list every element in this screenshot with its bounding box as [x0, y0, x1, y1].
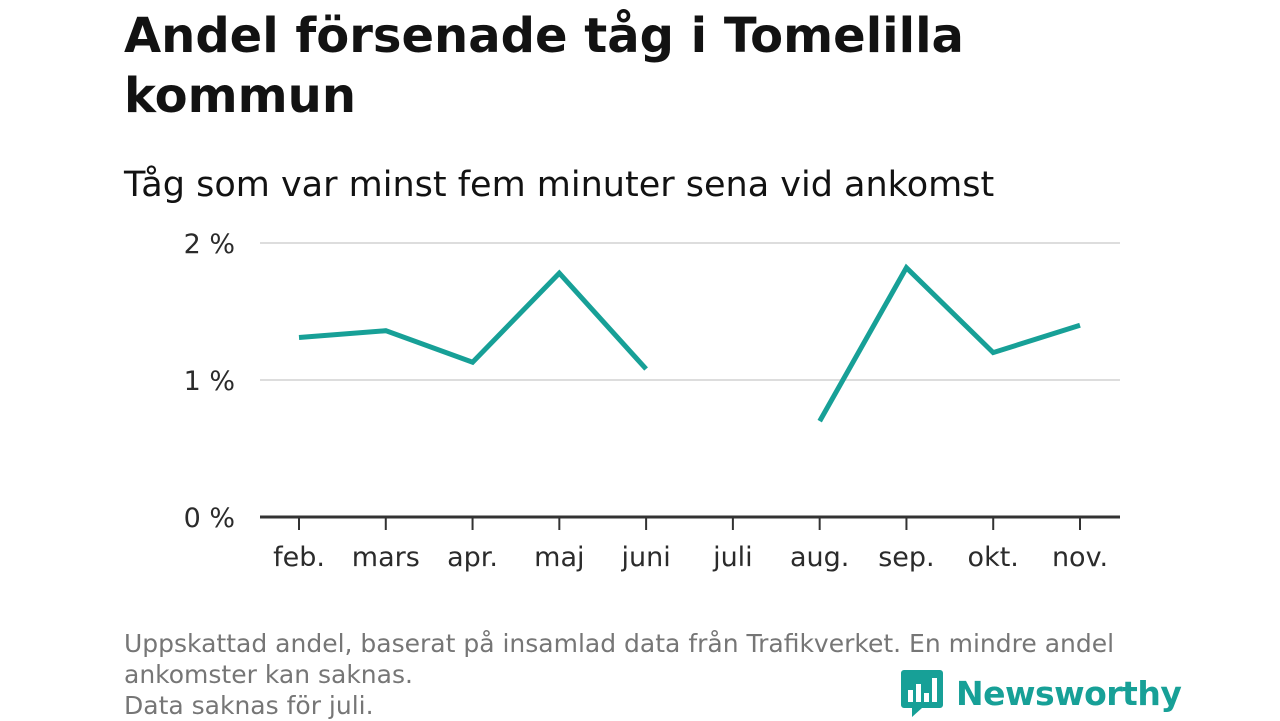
brand-name: Newsworthy [956, 673, 1182, 713]
bar-chart-speech-bubble-icon [901, 670, 943, 717]
chart-title: Andel försenade tåg i Tomelilla kommun [124, 8, 964, 124]
x-axis-ticks: feb. mars apr. maj juni juli aug. sep. okt. nov. [273, 517, 1108, 573]
chart-subtitle: Tåg som var minst fem minuter sena vid a… [124, 165, 995, 205]
footnote-missing-data: Data saknas för juli. [124, 691, 374, 720]
series-line-segment-1 [298, 269, 648, 371]
x-tick-label: juni [620, 542, 670, 573]
x-tick-label: maj [534, 542, 584, 573]
x-tick-label: mars [352, 542, 420, 573]
footnote: Uppskattad andel, baserat på insamlad da… [124, 628, 1164, 721]
brand-logo: Newsworthy [900, 668, 1182, 718]
x-tick-label: nov. [1052, 542, 1108, 573]
y-tick-label: 0 % [184, 503, 235, 534]
series-line-segment-2 [817, 263, 1081, 423]
x-tick-label: aug. [790, 542, 849, 573]
x-tick-label: okt. [968, 542, 1019, 573]
y-tick-label: 2 % [184, 229, 235, 260]
y-axis-ticks: 0 % 1 % 2 % [184, 229, 235, 534]
data-series [298, 263, 1081, 423]
x-tick-label: feb. [273, 542, 325, 573]
x-tick-label: juli [712, 542, 753, 573]
gridlines [260, 242, 1120, 381]
x-tick-label: sep. [878, 542, 934, 573]
y-tick-label: 1 % [184, 366, 235, 397]
footnote-source: Uppskattad andel, baserat på insamlad da… [124, 629, 1115, 689]
x-tick-label: apr. [447, 542, 498, 573]
